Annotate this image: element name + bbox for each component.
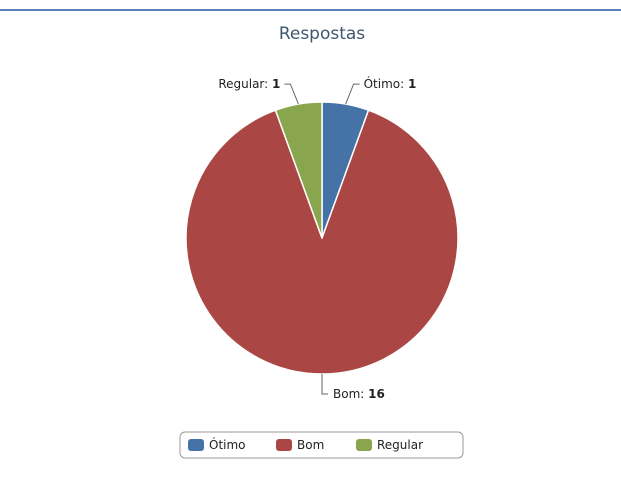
legend-label-regular: Regular (377, 438, 423, 452)
legend-label-bom: Bom (297, 438, 324, 452)
data-label-regular: Regular: 1 (218, 77, 280, 91)
legend-item-otimo[interactable]: Ótimo (188, 437, 246, 452)
data-label-bom: Bom: 16 (333, 387, 385, 401)
legend-item-regular[interactable]: Regular (356, 438, 423, 452)
connector-bom (321, 374, 328, 395)
legend-swatch-otimo (188, 439, 204, 451)
connector-otimo (345, 83, 360, 105)
data-labels: Ótimo: 1 Bom: 16 Regular: 1 (218, 76, 416, 401)
legend-label-otimo: Ótimo (209, 437, 246, 452)
connector-regular (284, 83, 299, 105)
legend-item-bom[interactable]: Bom (276, 438, 324, 452)
pie-slices (185, 101, 459, 375)
legend-box (179, 431, 464, 459)
legend: Ótimo Bom Regular (179, 431, 464, 459)
data-label-otimo: Ótimo: 1 (364, 76, 417, 91)
pie-slice-bom[interactable] (185, 109, 459, 375)
legend-swatch-bom (276, 439, 292, 451)
chart-title: Respostas (279, 24, 365, 44)
pie-slice-regular[interactable] (274, 101, 323, 239)
legend-swatch-regular (356, 439, 372, 451)
